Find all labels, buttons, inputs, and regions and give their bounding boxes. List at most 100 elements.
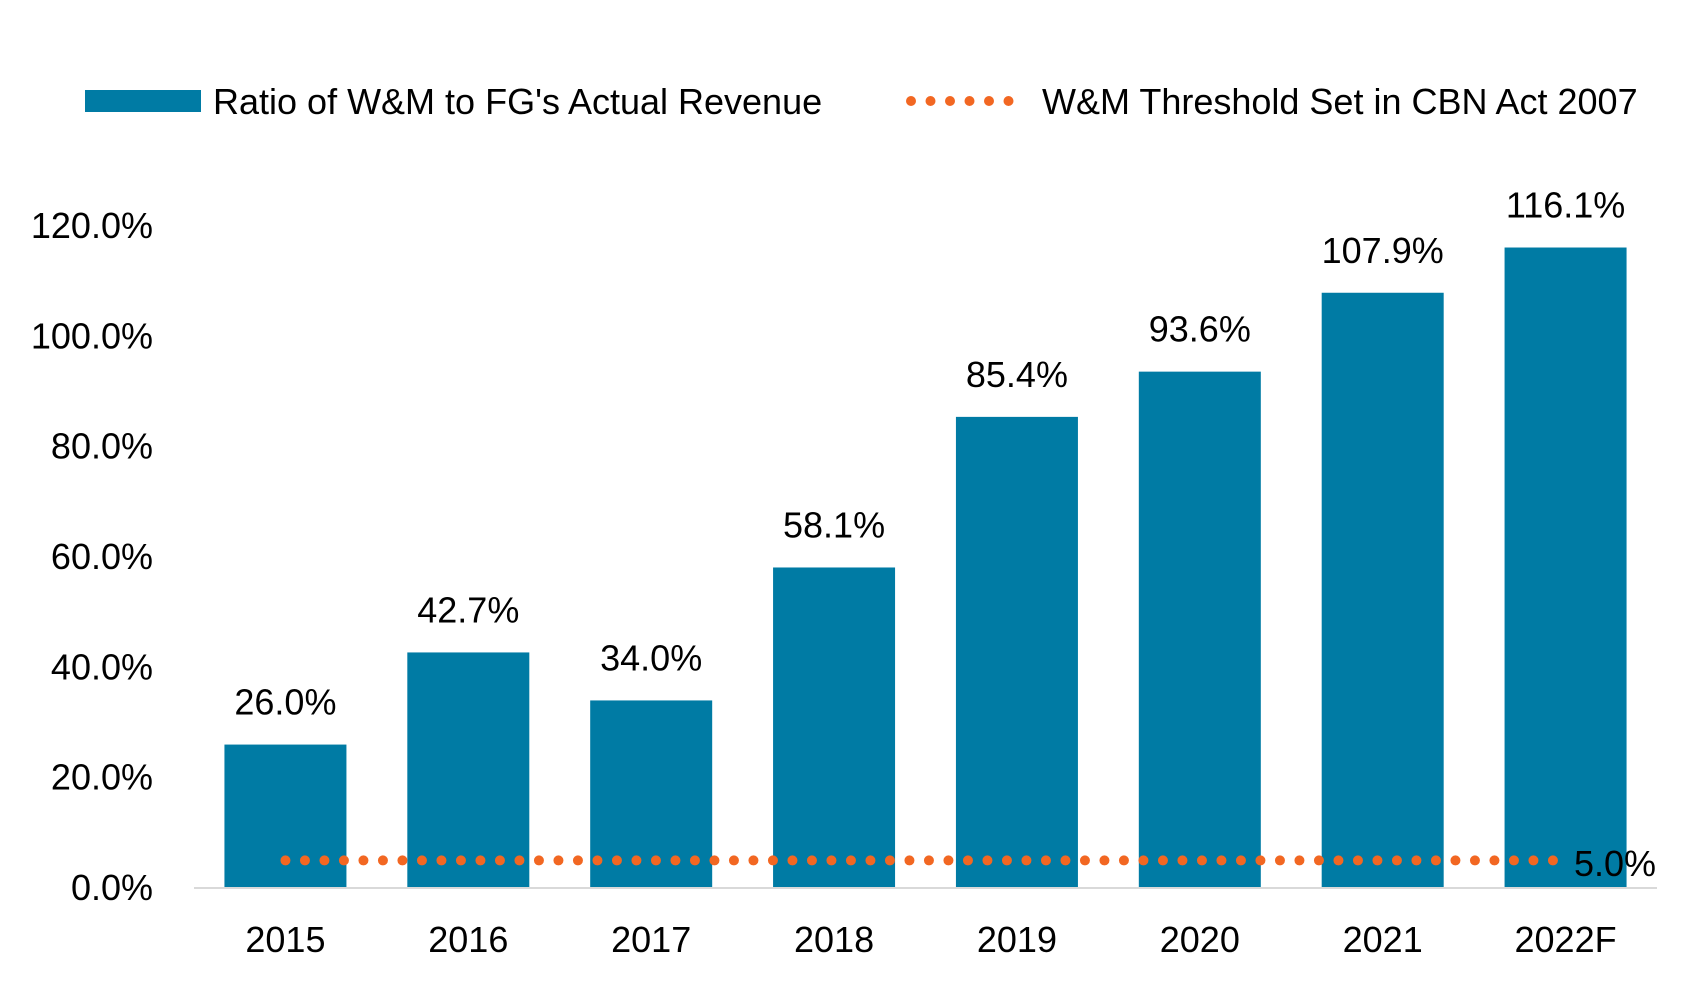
x-tick-label: 2017 (611, 919, 691, 960)
threshold-dot (806, 855, 817, 866)
x-tick-label: 2015 (245, 919, 325, 960)
legend-threshold-dot (945, 96, 955, 106)
threshold-dot (1040, 855, 1051, 866)
y-tick-label: 60.0% (51, 536, 153, 577)
threshold-dot (1021, 855, 1032, 866)
threshold-dot (1216, 855, 1227, 866)
bar (1138, 371, 1261, 888)
x-axis-labels: 2015 2016 2017 2018 2019 2020 2021 2022F (245, 919, 1616, 960)
bar-data-label: 107.9% (1322, 230, 1444, 271)
threshold-dot (1138, 855, 1149, 866)
legend: Ratio of W&M to FG's Actual Revenue W&M … (85, 81, 1638, 122)
y-tick-label: 100.0% (31, 315, 153, 356)
bar-data-label: 26.0% (234, 682, 336, 723)
threshold-dot (533, 855, 544, 866)
threshold-dot (962, 855, 973, 866)
legend-threshold-dot (964, 96, 975, 106)
bar (407, 652, 530, 888)
threshold-dot (1489, 855, 1500, 866)
y-axis-ticks: 0.0% 20.0% 40.0% 60.0% 80.0% 100.0% 120.0% (31, 205, 153, 908)
threshold-dot (1177, 855, 1188, 866)
threshold-dot (553, 855, 564, 866)
bar (1321, 292, 1444, 888)
threshold-dot (884, 855, 895, 866)
threshold-dot (1411, 855, 1422, 866)
threshold-dot (728, 855, 739, 866)
threshold-dot (416, 855, 427, 866)
threshold-dot (1235, 855, 1246, 866)
y-tick-label: 120.0% (31, 205, 153, 246)
threshold-dot (748, 855, 759, 866)
bar-data-label: 116.1% (1506, 185, 1625, 226)
threshold-dot (611, 855, 622, 866)
threshold-dot (280, 855, 291, 866)
threshold-dot (709, 855, 720, 866)
threshold-dot (1118, 855, 1129, 866)
threshold-dot (299, 855, 310, 866)
threshold-dot (1079, 855, 1090, 866)
threshold-dot (1294, 855, 1305, 866)
threshold-dot (904, 855, 915, 866)
threshold-dot (1157, 855, 1168, 866)
threshold-dot (514, 855, 525, 866)
threshold-dot (767, 855, 778, 866)
threshold-dot (358, 855, 369, 866)
threshold-dot (377, 855, 388, 866)
x-tick-label: 2022F (1515, 919, 1617, 960)
threshold-line (280, 855, 1558, 866)
threshold-dot (689, 855, 700, 866)
threshold-dot (982, 855, 993, 866)
x-tick-label: 2019 (977, 919, 1057, 960)
x-tick-label: 2020 (1160, 919, 1240, 960)
threshold-dot (572, 855, 583, 866)
threshold-dot (1391, 855, 1402, 866)
legend-swatch-threshold (906, 96, 1014, 106)
threshold-dot (670, 855, 681, 866)
threshold-dot (826, 855, 837, 866)
y-tick-label: 80.0% (51, 426, 153, 467)
threshold-dot (1508, 855, 1519, 866)
threshold-dot (1099, 855, 1110, 866)
legend-threshold-dot (984, 96, 994, 106)
bar-data-label: 85.4% (966, 354, 1068, 395)
threshold-dot (865, 855, 876, 866)
threshold-dot (455, 855, 466, 866)
threshold-dot (943, 855, 954, 866)
threshold-dot (338, 855, 349, 866)
legend-threshold-dot (906, 96, 916, 106)
threshold-dot (1528, 855, 1539, 866)
threshold-dot (1196, 855, 1207, 866)
threshold-dot (1352, 855, 1363, 866)
x-tick-label: 2018 (794, 919, 874, 960)
threshold-dot (923, 855, 934, 866)
threshold-dot (1255, 855, 1266, 866)
threshold-dot (1430, 855, 1441, 866)
threshold-dot (1001, 855, 1012, 866)
legend-threshold-dot (1003, 96, 1014, 106)
threshold-dot (592, 855, 603, 866)
threshold-dot (1060, 855, 1071, 866)
legend-swatch-bars (85, 90, 201, 112)
y-tick-label: 40.0% (51, 646, 153, 687)
legend-label-threshold: W&M Threshold Set in CBN Act 2007 (1042, 81, 1638, 122)
x-tick-label: 2021 (1343, 919, 1423, 960)
threshold-dot (397, 855, 408, 866)
threshold-dot (319, 855, 330, 866)
threshold-dot (1313, 855, 1324, 866)
threshold-dot (494, 855, 505, 866)
threshold-dot (475, 855, 486, 866)
threshold-dot (1274, 855, 1285, 866)
threshold-dot (1450, 855, 1461, 866)
threshold-dot (1547, 855, 1558, 866)
y-tick-label: 0.0% (71, 867, 153, 908)
bar (1504, 247, 1627, 888)
bar-data-label: 93.6% (1149, 309, 1251, 350)
bars: 26.0% 42.7% 34.0% 58.1% 85.4% 93.6% 107.9% 116.… (224, 185, 1627, 888)
threshold-dot (787, 855, 798, 866)
bar (224, 744, 347, 888)
threshold-dot (631, 855, 642, 866)
legend-label-bars: Ratio of W&M to FG's Actual Revenue (213, 81, 822, 122)
threshold-dot (1333, 855, 1344, 866)
bar (773, 567, 896, 888)
